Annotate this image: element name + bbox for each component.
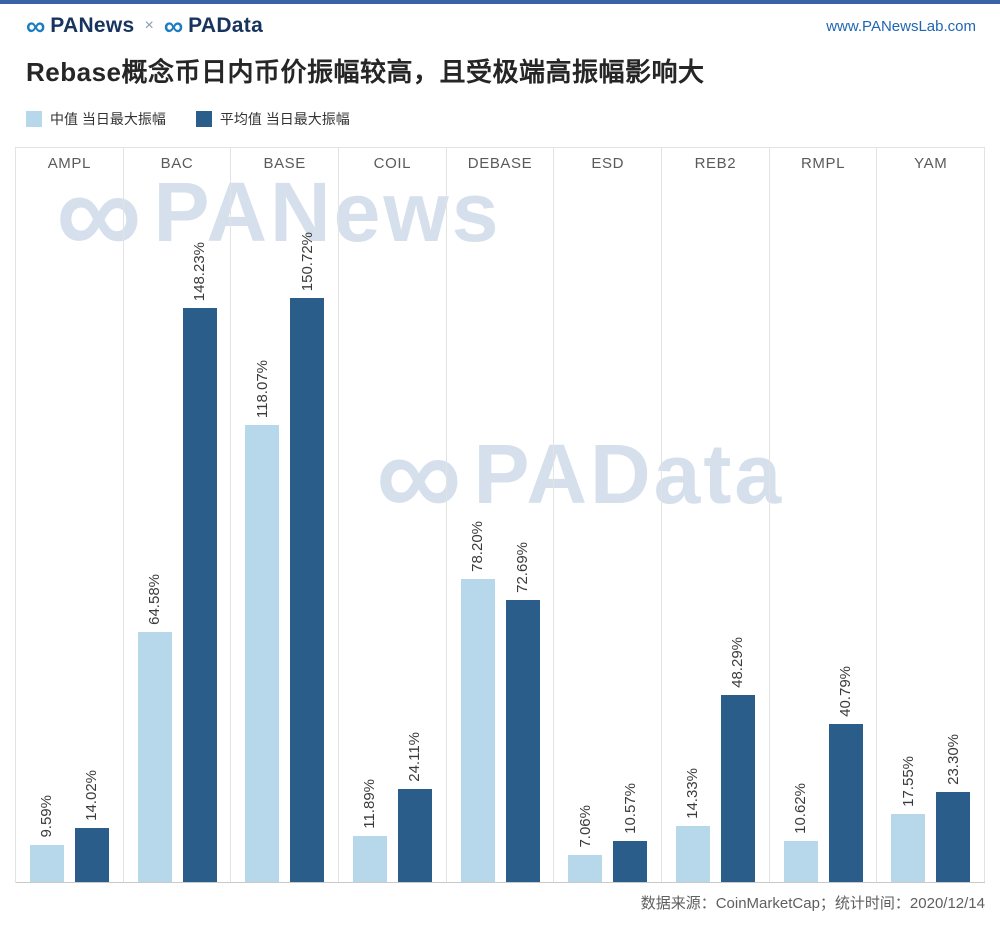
bar-group: 11.89%	[352, 779, 387, 882]
legend: 中值 当日最大振幅 平均值 当日最大振幅	[0, 89, 1000, 129]
padata-logo[interactable]: ∞ PAData	[163, 11, 264, 42]
bar-group: 14.33%	[675, 768, 710, 882]
bar-value-label: 48.29%	[729, 637, 747, 688]
bar-average	[828, 724, 863, 882]
brand-group: ∞ PANews × ∞ PAData	[26, 11, 264, 42]
category-label: BASE	[231, 148, 340, 178]
bar-group: 48.29%	[720, 637, 755, 882]
header: ∞ PANews × ∞ PAData www.PANewsLab.com	[0, 4, 1000, 40]
category-label: AMPL	[16, 148, 124, 178]
legend-item-median: 中值 当日最大振幅	[26, 109, 166, 129]
bar-group: 14.02%	[74, 770, 109, 882]
padata-infinity-icon: ∞	[163, 11, 184, 42]
bar-value-label: 148.23%	[191, 241, 208, 301]
legend-item-average: 平均值 当日最大振幅	[195, 109, 350, 129]
category-label: REB2	[662, 148, 770, 178]
top-accent-bar	[0, 0, 1000, 4]
legend-swatch-median	[26, 111, 42, 127]
bar-group: 118.07%	[245, 359, 280, 882]
bar-average	[613, 841, 648, 882]
bar-group: 40.79%	[828, 666, 863, 882]
padata-logo-text: PAData	[188, 14, 264, 38]
bar-average	[290, 298, 325, 882]
bar-value-label: 72.69%	[514, 542, 532, 593]
bar-average	[182, 308, 217, 882]
bar-average	[720, 695, 755, 882]
bar-value-label: 9.59%	[38, 795, 56, 838]
bar-value-label: 7.06%	[576, 805, 594, 848]
bar-group: 9.59%	[29, 795, 64, 882]
category-column: 9.59% 14.02%	[16, 178, 124, 882]
bar-value-label: 14.02%	[83, 770, 101, 821]
bar-value-label: 64.58%	[146, 574, 163, 625]
category-label: COIL	[339, 148, 447, 178]
bar-group: 78.20%	[460, 521, 495, 882]
bar-value-label: 10.57%	[621, 783, 639, 834]
bar-average	[505, 600, 540, 882]
page-title: Rebase概念币日内币价振幅较高，且受极端高振幅影响大	[26, 57, 705, 87]
bar-group: 24.11%	[397, 732, 432, 882]
bar-value-label: 17.55%	[899, 756, 917, 807]
category-column: 10.62% 40.79%	[770, 178, 878, 882]
bar-median	[460, 579, 495, 882]
chart-area: AMPL BAC BASE COIL DEBASE ESD REB2 RMPL YAM ∞ PA…	[15, 147, 986, 883]
bar-value-label: 40.79%	[837, 666, 855, 717]
bar-median	[568, 855, 603, 882]
legend-swatch-average	[195, 111, 212, 127]
category-label: BAC	[124, 148, 232, 178]
bar-group: 7.06%	[568, 805, 603, 882]
category-column: 17.55% 23.30%	[877, 178, 986, 882]
category-label: RMPL	[770, 148, 878, 178]
bar-group: 64.58%	[137, 574, 172, 882]
brand-separator: ×	[144, 17, 154, 35]
site-link[interactable]: www.PANewsLab.com	[826, 18, 976, 35]
category-column: 7.06% 10.57%	[554, 178, 663, 882]
category-label: ESD	[554, 148, 663, 178]
category-header-row: AMPL BAC BASE COIL DEBASE ESD REB2 RMPL YAM	[16, 147, 986, 178]
category-column: 11.89% 24.11%	[339, 178, 447, 882]
bar-median	[675, 826, 710, 882]
bar-value-label: 118.07%	[253, 359, 271, 418]
bar-median	[783, 841, 818, 882]
bar-median	[352, 836, 387, 882]
panews-infinity-icon: ∞	[26, 11, 46, 42]
bar-group: 148.23%	[182, 241, 217, 882]
legend-label-average: 平均值 当日最大振幅	[219, 111, 350, 127]
bar-median	[137, 632, 172, 882]
bar-group: 23.30%	[936, 734, 971, 882]
legend-label-median: 中值 当日最大振幅	[50, 111, 166, 127]
bar-value-label: 24.11%	[406, 732, 424, 782]
bar-median	[891, 814, 926, 882]
bar-value-label: 78.20%	[469, 521, 487, 572]
bar-median	[29, 845, 64, 882]
category-label: YAM	[877, 148, 986, 178]
bar-group: 150.72%	[290, 231, 325, 882]
bar-value-label: 23.30%	[944, 734, 962, 785]
panews-logo-text: PANews	[50, 14, 135, 38]
bar-median	[245, 425, 280, 882]
category-column: 118.07% 150.72%	[231, 178, 340, 882]
bar-group: 10.57%	[613, 783, 648, 882]
bar-group: 72.69%	[505, 542, 540, 882]
footer-source: 数据来源：CoinMarketCap；统计时间：2020/12/14	[640, 895, 985, 912]
bar-value-label: 10.62%	[792, 783, 810, 834]
category-column: 78.20% 72.69%	[447, 178, 555, 882]
category-label: DEBASE	[447, 148, 555, 178]
bar-average	[74, 828, 109, 882]
category-column: 14.33% 48.29%	[662, 178, 770, 882]
bar-group: 10.62%	[783, 783, 818, 882]
bar-average	[936, 792, 971, 882]
bar-value-label: 11.89%	[361, 779, 379, 829]
bar-group: 17.55%	[891, 756, 926, 882]
bar-value-label: 14.33%	[684, 768, 702, 819]
bar-value-label: 150.72%	[298, 231, 316, 291]
panews-logo[interactable]: ∞ PANews	[26, 11, 135, 42]
bar-average	[397, 789, 432, 882]
plot-area: ∞ PANews ∞ PAData 9.59% 14.02% 64.58% 148.2…	[16, 153, 986, 883]
category-column: 64.58% 148.23%	[124, 178, 232, 882]
